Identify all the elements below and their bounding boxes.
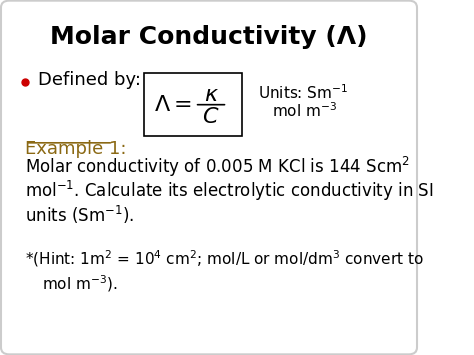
Text: $\Lambda$: $\Lambda$ <box>154 95 171 115</box>
Text: Molar Conductivity (Λ): Molar Conductivity (Λ) <box>50 25 368 49</box>
Text: Units: Sm$^{-1}$: Units: Sm$^{-1}$ <box>258 83 348 102</box>
FancyBboxPatch shape <box>1 1 417 354</box>
Text: mol m$^{-3}$).: mol m$^{-3}$). <box>42 273 118 294</box>
FancyBboxPatch shape <box>144 73 242 136</box>
Text: units (Sm$^{-1}$).: units (Sm$^{-1}$). <box>26 203 135 226</box>
Text: =: = <box>173 95 192 115</box>
Text: Example 1:: Example 1: <box>26 140 127 158</box>
Text: $C$: $C$ <box>202 107 220 127</box>
Text: $\kappa$: $\kappa$ <box>203 85 219 105</box>
Text: mol$^{-1}$. Calculate its electrolytic conductivity in SI: mol$^{-1}$. Calculate its electrolytic c… <box>26 179 434 203</box>
Text: *(Hint: 1m$^{2}$ = 10$^{4}$ cm$^{2}$; mol/L or mol/dm$^{3}$ convert to: *(Hint: 1m$^{2}$ = 10$^{4}$ cm$^{2}$; mo… <box>26 248 424 269</box>
Text: Defined by:: Defined by: <box>38 71 141 89</box>
Text: mol m$^{-3}$: mol m$^{-3}$ <box>272 102 337 120</box>
Text: Molar conductivity of 0.005 M KCl is 144 Scm$^{2}$: Molar conductivity of 0.005 M KCl is 144… <box>26 155 410 179</box>
